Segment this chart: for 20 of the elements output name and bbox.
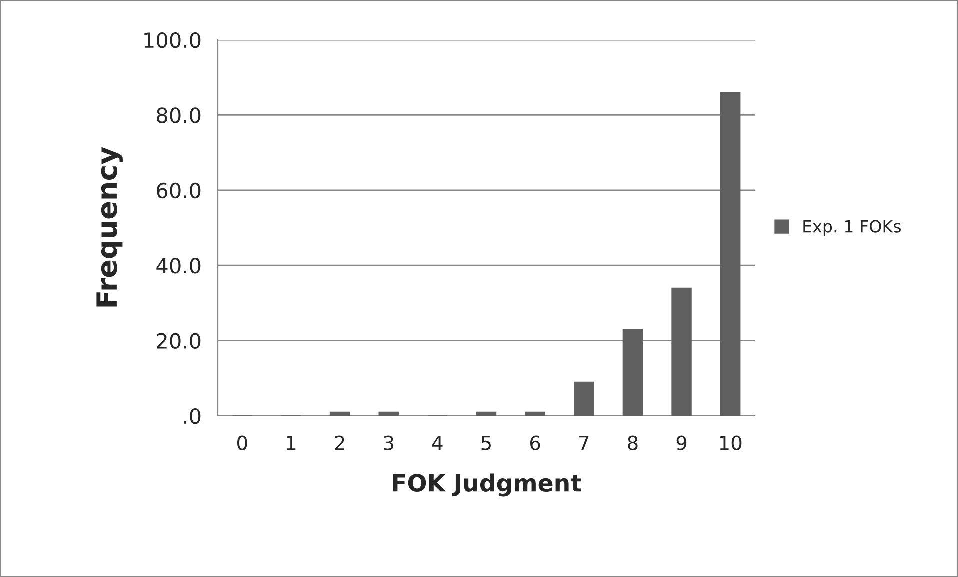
x-tick-label: 6 (530, 436, 540, 450)
y-tick-label: 100.0 (144, 32, 201, 48)
x-tick-label: 10 (720, 436, 742, 450)
x-tick-label: 8 (628, 436, 638, 450)
y-tick-label: 60.0 (157, 182, 201, 199)
x-axis-title: FOK Judgment (393, 474, 582, 497)
y-tick-label: 80.0 (157, 108, 201, 124)
x-tick-label: 4 (432, 436, 443, 450)
x-tick-label: 3 (384, 436, 394, 450)
y-tick-label: 20.0 (157, 333, 201, 350)
x-tick-label: 1 (287, 436, 296, 450)
y-axis-title: Frequency (96, 147, 123, 307)
x-tick-label: 2 (335, 436, 344, 450)
x-tick-label: 7 (580, 436, 589, 450)
x-tick-label: 0 (238, 436, 248, 450)
x-tick-label: 9 (676, 436, 687, 450)
x-tick-label: 5 (482, 436, 491, 450)
legend-label: Exp. 1 FOKs (804, 220, 902, 236)
y-tick-label: 40.0 (156, 258, 201, 274)
y-tick-label: .0 (184, 408, 201, 424)
